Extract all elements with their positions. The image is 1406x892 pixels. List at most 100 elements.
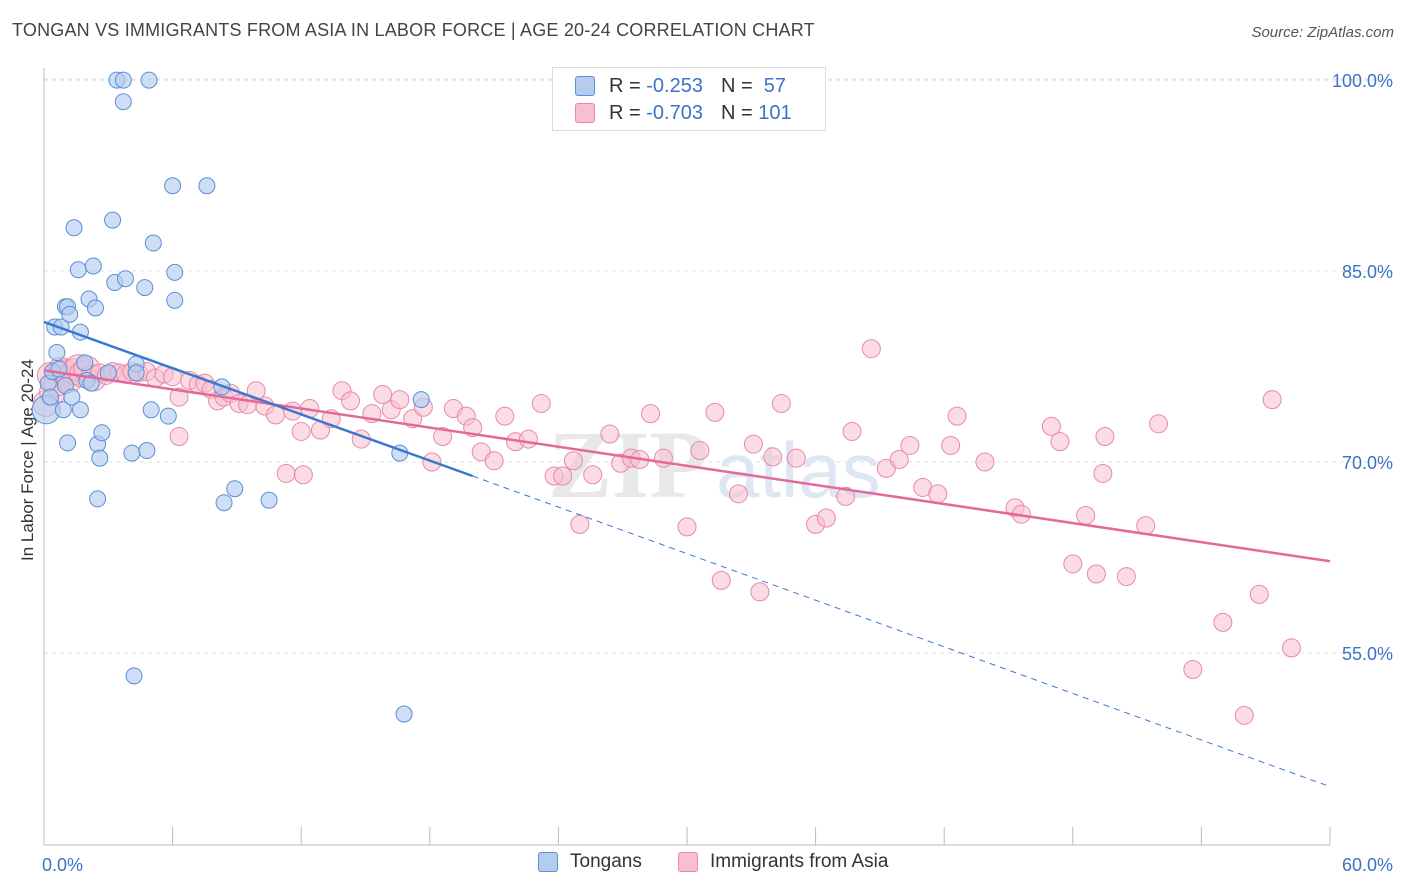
asia-point [169,387,189,407]
asia-point [1093,463,1113,483]
asia-point [291,421,311,441]
tongan-point [136,279,154,297]
tongan-point [50,360,68,378]
asia-point [786,448,806,468]
tongan-point [125,667,143,685]
asia-point [495,406,515,426]
asia-point [373,385,393,405]
tongan-point [114,71,132,89]
tongan-point [166,291,184,309]
asia-point [1262,390,1282,410]
tongans-swatch [575,76,595,96]
tongans-legend-label: Tongans [570,851,642,872]
tongan-point [63,388,81,406]
tongan-point [198,177,216,195]
asia-point [340,391,360,411]
asia-point [677,517,697,537]
asia-point [763,447,783,467]
asia-point [771,393,791,413]
tongan-point [93,424,111,442]
asia-point [836,486,856,506]
asia-point [690,441,710,461]
x-tick-label: 0.0% [42,855,83,875]
source-label: Source: ZipAtlas.com [1251,24,1394,41]
legend-item-asia[interactable]: Immigrants from Asia [678,851,888,873]
y-tick-label: 55.0% [1342,644,1393,664]
asia-n-value: 101 [758,101,792,124]
asia-point [583,465,603,485]
asia-point [1234,705,1254,725]
asia-trend-line [43,369,1331,563]
y-tick-label: 70.0% [1342,453,1393,473]
tongans-legend-swatch [538,852,558,872]
asia-point [246,381,266,401]
asia-point [484,451,504,471]
asia-point [900,435,920,455]
asia-point [975,452,995,472]
tongan-point [166,263,184,281]
tongan-point [164,177,182,195]
asia-point [941,435,961,455]
tongan-point [142,401,160,419]
asia-point [570,514,590,534]
asia-point [861,339,881,359]
n-label: N = [720,101,753,124]
tongan-point [159,407,177,425]
asia-point [816,508,836,528]
asia-point [390,390,410,410]
tongan-point [84,257,102,275]
asia-point [928,484,948,504]
tongan-point [104,211,122,229]
asia-point [276,463,296,483]
tongans-trend-line [43,320,474,478]
asia-point [641,404,661,424]
tongan-point [69,261,87,279]
tongan-point [114,93,132,111]
axes [43,68,1331,846]
asia-point [1041,416,1061,436]
asia-point [1183,659,1203,679]
asia-point [1281,638,1301,658]
gridlines [44,78,1392,654]
tongan-point [412,391,430,409]
y-tick-label: 85.0% [1342,262,1393,282]
asia-point [1050,432,1070,452]
tongan-point [41,388,59,406]
watermark: ZIP atlas [548,411,881,518]
r-label: R = [609,101,641,124]
n-label: N = [720,74,753,97]
y-tick-label: 100.0% [1332,71,1393,91]
asia-point [1076,505,1096,525]
asia-point [600,424,620,444]
legend-item-tongans[interactable]: Tongans [538,851,642,873]
tongan-point [59,434,77,452]
tongan-point [89,490,107,508]
trend-lines [43,320,1331,788]
asia-point [293,465,313,485]
asia-point [553,466,573,486]
asia-point [518,429,538,449]
tongan-point [86,299,104,317]
asia-point [947,406,967,426]
asia-point [1095,427,1115,447]
asia-point [889,449,909,469]
asia-point [433,427,453,447]
tongan-point [91,449,109,467]
tongan-point [61,305,79,323]
r-label: R = [609,74,641,97]
asia-swatch [575,103,595,123]
tongans-r-value: -0.253 [646,74,703,97]
tongans-n-value: 57 [763,74,787,97]
tongan-point [140,71,158,89]
correlation-legend: R = -0.253 N = 57 R = -0.703 N = 101 [552,67,826,131]
tongan-point [76,354,94,372]
asia-point [750,582,770,602]
tick-labels: 55.0% 70.0% 85.0% 100.0% 0.0% 60.0% [42,71,1393,875]
asia-point [531,393,551,413]
legend-row-tongans: R = -0.253 N = 57 [575,73,786,99]
asia-point [169,427,189,447]
x-tick-label: 60.0% [1342,855,1393,875]
tongan-point [226,480,244,498]
series-legend: Tongans Immigrants from Asia [0,851,1406,877]
asia-legend-swatch [678,852,698,872]
